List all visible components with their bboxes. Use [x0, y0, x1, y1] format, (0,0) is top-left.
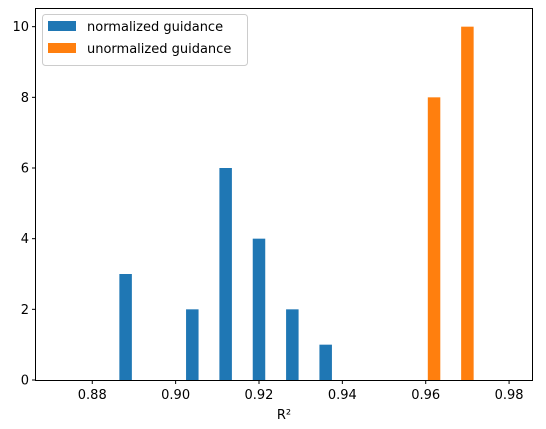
legend-swatch-unormalized	[48, 43, 76, 53]
bars-layer	[119, 26, 474, 381]
y-tick-label: 10	[12, 20, 29, 35]
x-axis-label: R²	[277, 408, 291, 423]
y-axis-ticks: 0 2 4 6 8 10	[12, 20, 36, 389]
x-tick-label: 0.98	[495, 388, 524, 403]
x-tick-label: 0.94	[328, 388, 357, 403]
x-axis-ticks: 0.88 0.90 0.92 0.94 0.96 0.98	[78, 380, 524, 403]
bar-normalized-2	[219, 168, 232, 380]
bar-normalized-0	[119, 274, 132, 380]
bar-unormalized-0	[427, 97, 441, 380]
legend-swatch-normalized	[48, 21, 76, 31]
y-tick-label: 2	[21, 303, 29, 318]
x-tick-label: 0.90	[161, 388, 190, 403]
x-tick-label: 0.88	[78, 388, 107, 403]
legend-box	[42, 14, 248, 66]
x-tick-label: 0.92	[245, 388, 274, 403]
bar-normalized-3	[252, 238, 266, 380]
legend-label-normalized: normalized guidance	[87, 20, 223, 35]
bar-normalized-4	[286, 309, 299, 380]
bar-unormalized-1	[461, 26, 474, 381]
plot-frame	[35, 8, 533, 381]
y-tick-label: 8	[21, 91, 29, 106]
bar-normalized-5	[319, 344, 332, 380]
y-tick-label: 4	[21, 232, 29, 247]
x-tick-label: 0.96	[411, 388, 440, 403]
legend-label-unormalized: unormalized guidance	[87, 42, 231, 57]
y-tick-label: 0	[21, 374, 29, 389]
bar-normalized-1	[186, 309, 199, 380]
y-tick-label: 6	[21, 162, 29, 177]
legend: normalized guidance unormalized guidance	[42, 14, 248, 66]
